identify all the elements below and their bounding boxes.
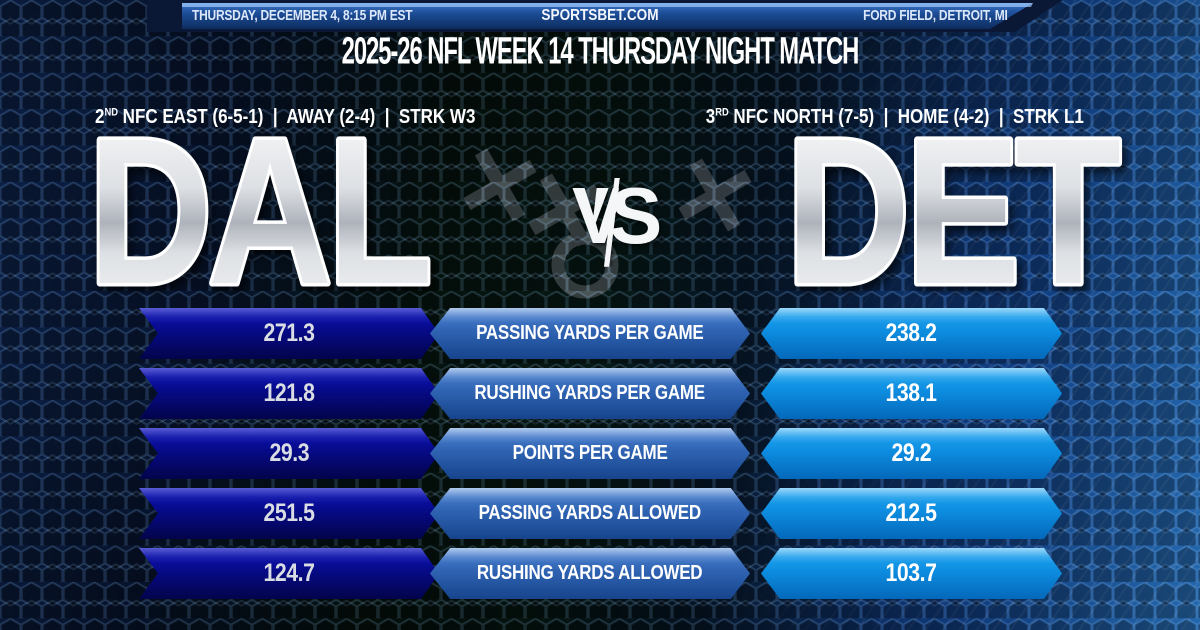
svg-text:DAL: DAL [88,130,428,295]
svg-text:DET: DET [786,130,1120,295]
